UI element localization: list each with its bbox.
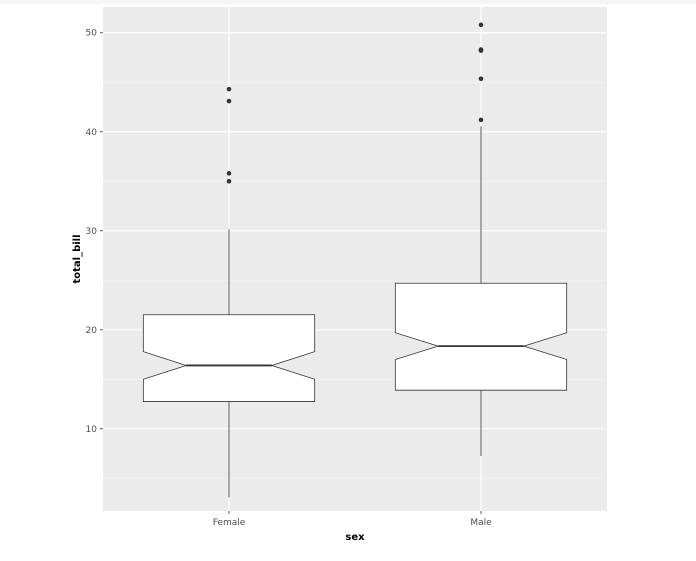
- box-male: [394, 22, 568, 457]
- window-top-strip: [0, 0, 696, 4]
- y-tick-label: 20: [86, 326, 98, 336]
- outlier-point: [478, 117, 484, 123]
- outlier-point: [478, 76, 484, 82]
- outlier-point: [226, 98, 232, 104]
- outlier-point: [226, 178, 232, 184]
- x-tick-label: Male: [470, 518, 492, 528]
- box-female: [142, 86, 316, 498]
- box-body: [394, 282, 568, 391]
- y-axis-title: total_bill: [72, 234, 83, 283]
- y-tick-label: 40: [86, 128, 98, 138]
- plot-panel: [103, 7, 607, 511]
- x-axis-title: sex: [345, 532, 365, 543]
- x-tick-label: Female: [213, 518, 246, 528]
- outlier-point: [478, 22, 484, 28]
- box-body: [142, 314, 316, 402]
- y-tick-label: 50: [86, 29, 98, 39]
- boxes-layer: [142, 22, 568, 498]
- y-tick-label: 30: [86, 227, 98, 237]
- outlier-point: [226, 171, 232, 176]
- outlier-point: [478, 47, 484, 52]
- outlier-point: [226, 86, 232, 92]
- y-tick-label: 10: [86, 425, 98, 435]
- axis-ticks: 10 20 30 40 50 Female Male: [86, 29, 493, 528]
